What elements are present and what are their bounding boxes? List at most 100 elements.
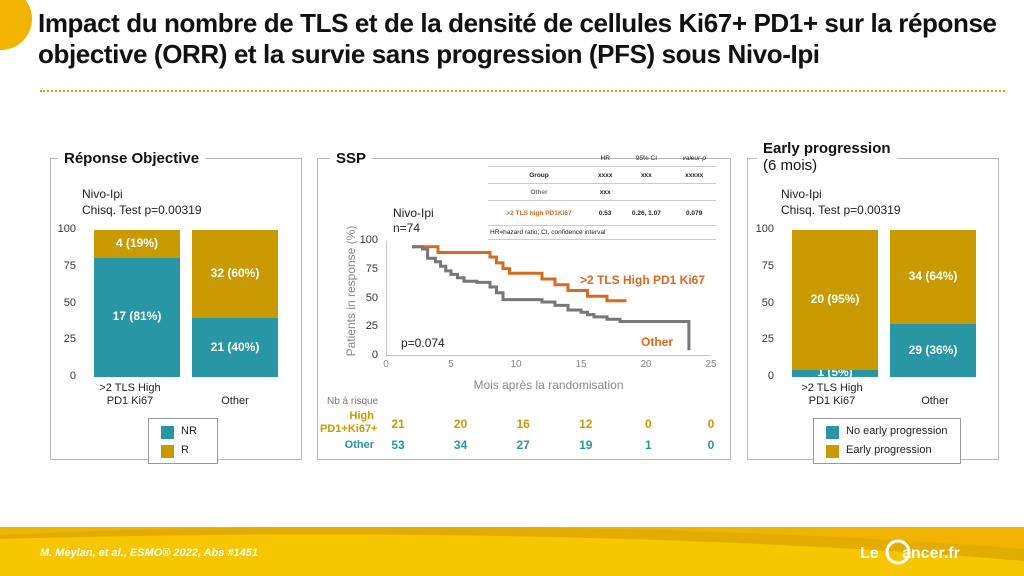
panel1-plot: 17 (81%) 4 (19%) 21 (40%) 32 (60%) (94, 230, 279, 377)
risk-high-label: High PD1+Ki67+ (320, 410, 378, 435)
bar-segment: 4 (19%) (94, 230, 180, 258)
risk-title: Nb à risque (327, 396, 379, 407)
hr-cell: xxx (590, 183, 621, 201)
data-label: 20 (95%) (810, 291, 860, 306)
x-tick-label: 15 (575, 359, 587, 370)
data-label: 34 (64%) (908, 269, 958, 284)
svg-text:Le: Le (860, 545, 879, 562)
data-label: 29 (36%) (908, 342, 958, 357)
panel3-title-2: (6 mois) (763, 157, 818, 174)
risk-count: 16 (516, 417, 530, 431)
x-tick-label: 25 (705, 359, 717, 370)
y-tick-label: 25 (365, 320, 378, 333)
bar-segment: 1 (5%) (792, 365, 878, 379)
y-tick-label: 0 (371, 349, 378, 361)
panel2-y-axis: 100 75 50 25 0 (348, 233, 378, 363)
hr-cell: xxx (620, 166, 673, 184)
y-tick-label: 25 (761, 333, 774, 346)
risk-count: 34 (453, 438, 468, 452)
panel1-category-2: Other (221, 395, 249, 407)
hr-cell: 0.26, 1.07 (620, 200, 673, 226)
panel2-title: SSP (330, 150, 373, 167)
le-cancer-logo: Le ancer.fr (860, 539, 960, 565)
panel1-title: Réponse Objective (58, 150, 206, 167)
legend-r-swatch (161, 445, 174, 458)
panel1-cohort: Nivo-Ipi (82, 187, 123, 201)
risk-count: 0 (707, 438, 715, 452)
hr-table: HR 95% CI valeur-p Group xxxx xxx xxxxx Other… (488, 150, 716, 240)
risk-other-label: Other (344, 439, 374, 451)
panel2-pvalue: p=0.074 (401, 336, 445, 350)
x-tick-label: 5 (448, 359, 454, 370)
title-divider (40, 90, 1005, 92)
legend-early-swatch (826, 445, 839, 458)
hr-cell: >2 TLS high PD1Ki67 (488, 200, 590, 226)
svg-text:ancer.fr: ancer.fr (902, 545, 960, 562)
panel3-test: Chisq. Test p=0.00319 (781, 203, 901, 217)
risk-high-row: 21 20 16 12 0 0 (386, 417, 714, 431)
hr-cell: 0.53 (590, 200, 621, 226)
legend-nr-label: NR (181, 425, 197, 437)
bar-segment: 17 (81%) (94, 257, 180, 377)
bar-segment: 32 (60%) (192, 230, 278, 319)
series-label-high: >2 TLS High PD1 Ki67 (580, 273, 706, 287)
y-tick-label: 100 (57, 223, 76, 235)
risk-other-row: 53 34 27 19 1 0 (386, 438, 714, 452)
hr-note: HR=hazard ratio; CI, confidence interval (488, 226, 716, 240)
risk-count: 0 (645, 417, 652, 431)
data-label: 17 (81%) (112, 309, 162, 324)
panel2-n: n=74 (393, 221, 421, 235)
panel3-plot: 1 (5%) 20 (95%) 29 (36%) 34 (64%) (792, 230, 977, 379)
panel2-x-label: Mois après la randomisation (473, 378, 624, 392)
bar-segment: 34 (64%) (890, 230, 976, 325)
x-tick-label: 20 (640, 359, 652, 370)
hr-cell (620, 183, 673, 201)
y-tick-label: 75 (365, 262, 378, 275)
hr-header-pvalue: valeur-p (672, 150, 716, 167)
legend-no-early-swatch (826, 426, 839, 439)
hr-header-hr: HR (590, 150, 621, 167)
footer-band (0, 527, 1024, 576)
legend-r-label: R (181, 444, 189, 456)
hr-cell: Group (488, 166, 590, 184)
hr-cell (672, 183, 716, 201)
slide-title: Impact du nombre de TLS et de la densité… (38, 8, 997, 69)
panel1-category-1: >2 TLS High PD1 Ki67 (99, 382, 161, 407)
risk-count: 0 (707, 417, 715, 431)
risk-count: 1 (645, 438, 652, 452)
panel3-title: Early progression (763, 140, 891, 157)
panel3-category-1: >2 TLS High PD1 Ki67 (801, 382, 863, 407)
panel3-legend: No early progression Early progression (813, 418, 961, 464)
y-tick-label: 100 (359, 234, 378, 246)
y-tick-label: 0 (767, 370, 774, 382)
km-curve-high (412, 245, 627, 303)
y-tick-label: 25 (63, 333, 76, 346)
y-tick-label: 50 (761, 296, 774, 309)
hr-cell: xxxx (590, 166, 621, 184)
legend-nr-swatch (161, 426, 174, 439)
x-tick-label: 10 (510, 359, 522, 370)
data-label: 4 (19%) (115, 235, 159, 250)
series-label-other: Other (641, 335, 674, 349)
y-tick-label: 50 (365, 291, 378, 304)
legend-no-early-label: No early progression (846, 425, 948, 437)
bar-segment: 21 (40%) (192, 318, 278, 377)
panel2-plot (386, 241, 711, 356)
panel1-test: Chisq. Test p=0.00319 (82, 203, 202, 217)
panel1-legend: NR R (148, 418, 218, 464)
y-tick-label: 50 (63, 296, 76, 309)
panel3-y-axis: 100 75 50 25 0 (744, 222, 774, 382)
panel2-x-axis: 0 5 10 15 20 25 (383, 359, 716, 373)
risk-count: 19 (579, 438, 593, 452)
footer-citation: M. Meylan, et al., ESMO® 2022, Abs #1451 (40, 547, 259, 559)
risk-count: 20 (453, 417, 468, 431)
risk-count: 12 (579, 417, 593, 431)
y-tick-label: 75 (761, 259, 774, 272)
panel1-y-axis: 100 75 50 25 0 (46, 222, 76, 382)
hr-cell: 0.079 (672, 200, 716, 226)
y-tick-label: 100 (755, 223, 774, 235)
panel3-category-2: Other (921, 395, 949, 407)
hr-cell: xxxxx (672, 166, 716, 184)
legend-early-label: Early progression (846, 444, 932, 456)
data-label: 21 (40%) (210, 339, 260, 354)
